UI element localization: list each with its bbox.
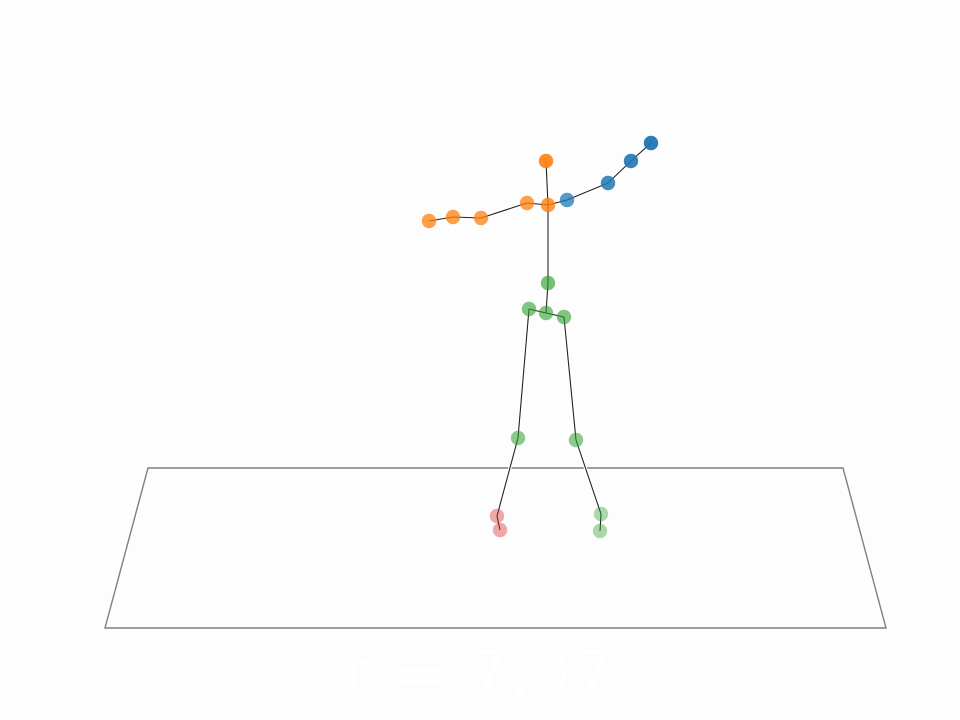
- bone-rank-rfoot: [599, 513, 602, 532]
- joint-lfoot: [492, 522, 508, 538]
- joint-rhand: [643, 135, 659, 151]
- bone-lknee-lank: [496, 437, 519, 517]
- bone-rknee-rank: [575, 439, 602, 515]
- joint-head: [538, 153, 554, 169]
- floor-plane: [104, 467, 887, 629]
- joint-rhip: [556, 309, 572, 325]
- joint-lwr: [445, 209, 461, 225]
- joint-pelvis: [538, 305, 554, 321]
- joint-rfoot: [592, 523, 608, 539]
- time-label: t = 7.07: [345, 637, 615, 710]
- joint-lhip: [521, 301, 537, 317]
- bone-lank-lfoot: [496, 515, 501, 531]
- joint-rank: [593, 506, 609, 522]
- joint-lhand: [421, 213, 437, 229]
- skeleton-bones-outline: [427, 141, 653, 533]
- bone-lsh-lel: [480, 202, 528, 219]
- joint-lknee: [510, 430, 526, 446]
- joint-lel: [473, 210, 489, 226]
- joint-rsh: [559, 192, 575, 208]
- joint-rknee: [568, 432, 584, 448]
- bone-lhip-lknee: [517, 308, 530, 439]
- bone-rsh-rel: [566, 182, 609, 201]
- skeleton-bones: [428, 142, 652, 532]
- skeleton-joints: [421, 135, 659, 539]
- bone-rhip-rknee: [563, 316, 577, 441]
- joint-rwr: [623, 153, 639, 169]
- bone-head-neck: [545, 160, 549, 206]
- joint-lsh: [519, 195, 535, 211]
- joint-spine: [540, 275, 556, 291]
- joint-neck: [540, 197, 556, 213]
- joint-rel: [600, 175, 616, 191]
- joint-lank: [489, 508, 505, 524]
